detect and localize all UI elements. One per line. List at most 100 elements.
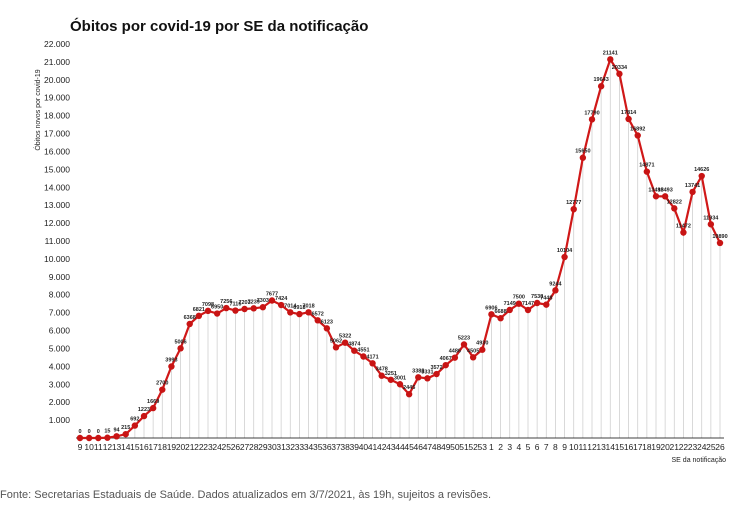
x-tick-label: 13 [112, 442, 122, 452]
y-tick-label: 17.000 [44, 129, 70, 139]
deaths-line-chart: Óbitos por covid-19 por SE da notificaçã… [33, 17, 728, 464]
data-label: 4486 [449, 349, 461, 355]
source-caption: Fonte: Secretarias Estaduais de Saúde. D… [0, 489, 492, 501]
data-label: 6123 [321, 319, 333, 325]
x-tick-label: 6 [535, 442, 540, 452]
data-point [277, 301, 285, 309]
x-tick-label: 51 [459, 442, 469, 452]
y-tick-label: 14.000 [44, 182, 70, 192]
x-tick-label: 10 [569, 442, 579, 452]
data-label: 7203 [238, 300, 250, 306]
x-tick-label: 40 [359, 442, 369, 452]
x-tick-label: 11 [578, 442, 587, 452]
data-label: 3388 [412, 368, 424, 374]
x-tick-label: 24 [212, 442, 222, 452]
data-point [131, 422, 139, 429]
data-label: 7147 [522, 301, 534, 307]
x-tick-label: 9 [78, 442, 83, 452]
x-tick-label: 49 [441, 442, 451, 452]
data-label: 21141 [603, 50, 618, 56]
y-tick-label: 5.000 [49, 343, 71, 353]
data-point [625, 115, 632, 123]
x-tick-label: 25 [706, 442, 716, 452]
x-tick-label: 17 [148, 442, 158, 452]
x-tick-label: 24 [697, 442, 707, 452]
data-label: 15 [104, 429, 110, 435]
x-tick-label: 45 [404, 442, 414, 452]
data-label: 0 [88, 429, 91, 435]
data-label: 7448 [540, 296, 552, 302]
data-point [360, 353, 367, 360]
y-tick-label: 6.000 [49, 326, 71, 336]
data-label: 6572 [312, 311, 324, 317]
data-point [460, 341, 468, 348]
x-tick-label: 26 [715, 442, 725, 452]
data-label: 16892 [630, 126, 645, 132]
data-point [186, 320, 193, 328]
data-point [259, 304, 267, 311]
data-label: 13493 [657, 187, 672, 193]
data-label: 17790 [584, 110, 599, 116]
data-point [433, 370, 440, 378]
data-label: 1669 [147, 399, 159, 405]
y-tick-label: 20.000 [44, 75, 70, 85]
x-tick-label: 3 [507, 442, 512, 452]
drop-lines [107, 59, 721, 438]
x-tick-label: 19 [651, 442, 661, 452]
data-label: 6688 [494, 309, 506, 315]
x-tick-label: 48 [432, 442, 442, 452]
data-label: 94 [114, 427, 121, 433]
data-point [515, 300, 523, 307]
data-label: 7116 [229, 302, 241, 308]
x-tick-label: 39 [350, 442, 360, 452]
x-tick-label: 16 [139, 442, 149, 452]
x-tick-label: 17 [633, 442, 643, 452]
x-tick-label: 22 [194, 442, 204, 452]
y-tick-label: 18.000 [44, 111, 70, 121]
data-label: 7018 [302, 303, 314, 309]
x-tick-label: 8 [553, 442, 558, 452]
data-label: 7014 [284, 303, 297, 309]
data-point [223, 304, 230, 312]
data-label: 6906 [485, 305, 497, 311]
data-point [232, 307, 239, 314]
data-label: 4874 [348, 342, 361, 348]
x-tick-label: 23 [203, 442, 213, 452]
data-label: 14871 [639, 163, 654, 169]
data-point [314, 317, 321, 324]
x-tick-label: 18 [158, 442, 168, 452]
x-tick-label: 34 [304, 442, 314, 452]
data-label: 3331 [421, 369, 433, 375]
data-label: 5006 [174, 339, 186, 345]
data-point [451, 354, 459, 361]
data-label: 0 [78, 429, 81, 435]
data-point [195, 312, 203, 320]
y-tick-label: 8.000 [49, 290, 71, 300]
x-tick-label: 11 [94, 442, 103, 452]
y-tick-label: 7.000 [49, 308, 71, 318]
x-tick-label: 12 [103, 442, 113, 452]
x-tick-label: 27 [240, 442, 250, 452]
x-tick-label: 53 [478, 442, 488, 452]
data-point [533, 299, 541, 307]
data-point [341, 339, 349, 346]
x-tick-label: 13 [596, 442, 606, 452]
data-label: 7677 [266, 292, 278, 298]
data-point [442, 361, 449, 369]
data-label: 3993 [165, 357, 177, 363]
data-point [488, 311, 495, 318]
data-point [241, 305, 248, 313]
data-label: 215 [121, 425, 130, 431]
data-label: 7424 [275, 296, 288, 302]
data-point [387, 376, 395, 383]
data-point [323, 325, 331, 332]
y-tick-label: 11.000 [45, 236, 71, 246]
data-point [415, 374, 422, 381]
data-point [716, 239, 724, 247]
data-point [396, 381, 404, 388]
data-point [479, 346, 486, 353]
data-label: 20334 [612, 65, 628, 71]
x-tick-label: 19 [167, 442, 177, 452]
y-tick-label: 12.000 [44, 218, 70, 228]
x-tick-label: 1 [489, 442, 494, 452]
